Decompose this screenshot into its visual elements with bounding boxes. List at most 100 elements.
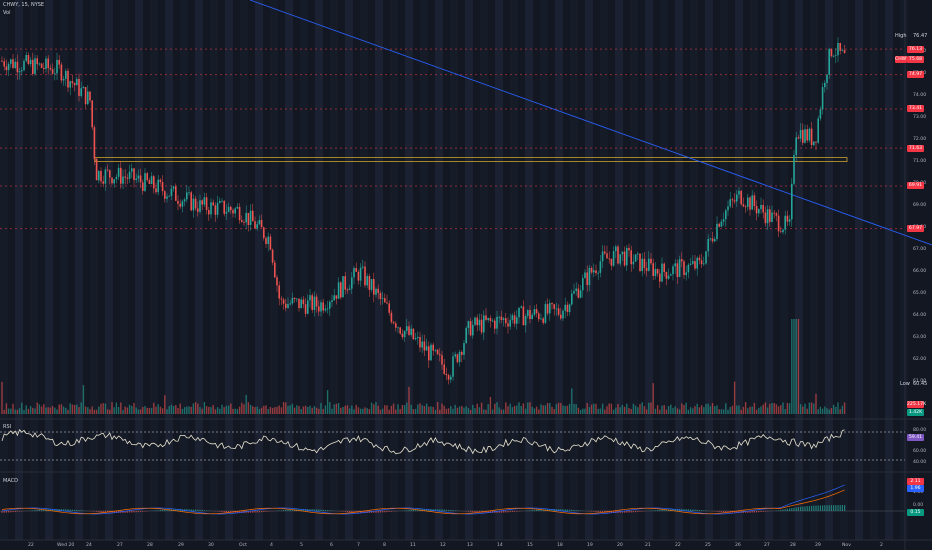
- volume-bar: [274, 407, 276, 414]
- macd-pane-title[interactable]: MACD: [3, 478, 18, 484]
- session-band: [315, 0, 323, 540]
- price-level-tag[interactable]: 73.41: [907, 105, 924, 113]
- price-level-tag[interactable]: 74.97: [907, 71, 924, 79]
- time-tick-label: Nov: [842, 543, 851, 548]
- session-band: [600, 0, 608, 540]
- volume-bar: [161, 408, 164, 414]
- volume-bar: [652, 383, 654, 414]
- volume-label: Vol: [3, 10, 11, 16]
- candle-body: [652, 263, 654, 277]
- volume-tag[interactable]: 225.17K: [907, 401, 927, 408]
- macd-histogram-bar: [258, 511, 260, 513]
- macd-histogram-bar: [393, 511, 395, 512]
- candle-body: [555, 308, 558, 310]
- candle-body: [667, 275, 670, 279]
- volume-bar: [588, 407, 591, 414]
- macd-histogram-bar: [360, 511, 362, 513]
- volume-bar: [155, 406, 157, 414]
- last-symbol-tag: CHWY: [895, 56, 910, 63]
- macd-histogram-bar: [320, 509, 322, 511]
- volume-bar: [797, 319, 800, 414]
- macd-histogram-bar: [778, 510, 780, 511]
- macd-histogram-bar: [780, 510, 782, 511]
- volume-bar: [747, 408, 749, 414]
- price-level-tag[interactable]: 69.91: [907, 182, 924, 190]
- macd-histogram-bar: [71, 509, 73, 511]
- volume-bar: [65, 407, 67, 414]
- macd-histogram-bar: [168, 509, 170, 511]
- macd-histogram-bar: [782, 509, 784, 511]
- volume-bar: [122, 409, 124, 414]
- volume-bar: [799, 404, 802, 414]
- volume-bar: [142, 407, 144, 414]
- volume-tag[interactable]: 1.42K: [907, 409, 924, 416]
- candle-body: [720, 221, 723, 227]
- candle-body: [725, 210, 727, 220]
- candle-body: [419, 336, 421, 348]
- candle-body: [661, 263, 663, 282]
- macd-histogram-bar: [34, 510, 36, 511]
- candle-body: [133, 168, 135, 181]
- volume-bar: [232, 408, 234, 414]
- candle-body: [84, 87, 87, 105]
- rsi-value-tag[interactable]: 59.41: [907, 434, 924, 441]
- time-tick-label: Wed 20: [57, 543, 75, 548]
- macd-histogram-bar: [577, 510, 579, 511]
- candle-body: [115, 176, 118, 180]
- price-level-tag[interactable]: 76.13: [907, 45, 924, 53]
- volume-bar: [560, 403, 562, 414]
- symbol-header[interactable]: CHWY, 15, NYSE: [3, 2, 45, 8]
- volume-bar: [375, 402, 377, 414]
- last-price-tag[interactable]: 75.68: [907, 56, 924, 63]
- candle-body: [491, 320, 494, 322]
- macd-value-tag[interactable]: 1.96: [907, 485, 924, 492]
- volume-bar: [775, 404, 778, 414]
- volume-bar: [287, 405, 289, 414]
- volume-bar: [476, 403, 478, 414]
- macd-histogram-bar: [100, 511, 102, 513]
- session-band: [795, 0, 803, 540]
- volume-bar: [412, 409, 415, 414]
- volume-bar: [320, 402, 322, 414]
- volume-bar: [828, 409, 830, 414]
- candle-body: [527, 310, 529, 316]
- macd-histogram-bar: [67, 509, 69, 511]
- candle-body: [802, 129, 804, 143]
- price-level-tag[interactable]: 71.63: [907, 144, 924, 152]
- volume-bar: [500, 409, 503, 414]
- candle-body: [192, 198, 195, 211]
- rsi-pane-title[interactable]: RSI: [3, 424, 12, 430]
- volume-bar: [461, 405, 463, 414]
- volume-bar: [153, 402, 155, 414]
- macd-histogram-bar: [496, 511, 498, 513]
- macd-histogram-bar: [175, 509, 177, 511]
- macd-value-tag[interactable]: 0.15: [907, 509, 924, 516]
- macd-histogram-bar: [298, 509, 300, 511]
- macd-histogram-bar: [659, 509, 661, 511]
- candle-body: [1, 60, 3, 62]
- volume-bar: [551, 406, 553, 414]
- volume-bar: [806, 408, 808, 414]
- volume-bar: [386, 405, 388, 414]
- session-band: [75, 0, 83, 540]
- price-tick-label: 73.00: [913, 115, 927, 120]
- macd-histogram-bar: [410, 509, 412, 511]
- macd-histogram-bar: [254, 511, 256, 513]
- volume-bar: [175, 405, 177, 414]
- candle-body: [612, 251, 615, 266]
- volume-bar: [540, 404, 542, 414]
- macd-histogram-bar: [795, 507, 797, 511]
- time-tick-label: 22: [675, 543, 681, 548]
- volume-bar: [38, 404, 41, 414]
- volume-bar: [168, 406, 170, 414]
- macd-histogram-bar: [386, 511, 388, 513]
- macd-value-tag[interactable]: 2.11: [907, 478, 924, 485]
- volume-bar: [670, 404, 672, 414]
- candle-body: [406, 326, 408, 331]
- candle-body: [700, 260, 703, 265]
- candle-body: [588, 268, 591, 286]
- macd-histogram-bar: [516, 511, 518, 512]
- price-level-tag[interactable]: 67.97: [907, 225, 924, 233]
- candle-body: [648, 258, 650, 271]
